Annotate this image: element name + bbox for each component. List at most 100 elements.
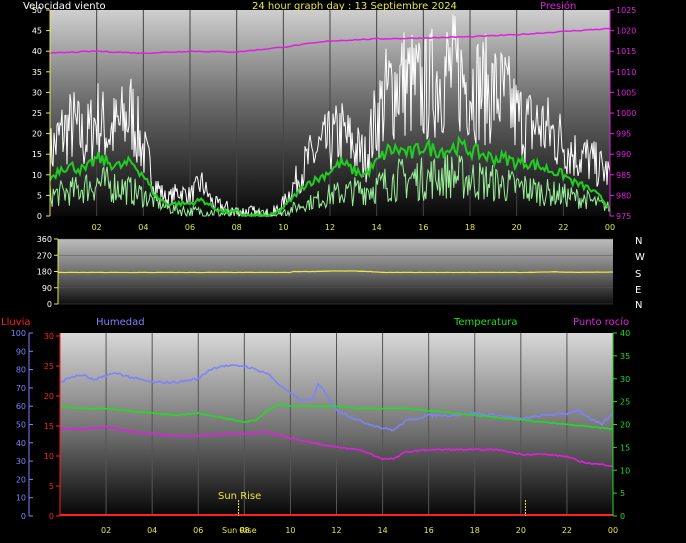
pressure-y-tick-label: 1000 [616,109,636,118]
rain-y-tick-label: 25 [44,362,54,371]
pressure-y-tick-label: 1020 [616,27,636,36]
temperature-y-tick-label: 35 [620,352,630,361]
wind-y-tick-label: 35 [32,68,42,77]
direction-label-w: W [635,252,645,263]
wind-avg-series [49,134,611,218]
rain-y-tick-label: 10 [44,452,54,461]
wind-direction-series [57,270,613,274]
pressure-y-tick-label: 980 [616,191,631,200]
pressure-y-tick-label: 975 [616,212,631,221]
pressure-label: Presión [540,0,576,12]
humidity-series [60,364,614,432]
rain-label: Lluvia [1,317,31,328]
temperature-y-tick-label: 25 [620,398,630,407]
humidity-y-tick-label: 100 [11,329,26,338]
wind-y-tick-label: 0 [37,212,42,221]
wind-y-tick-label: 15 [32,150,42,159]
temp-x-tick-label: 20 [516,526,526,535]
direction-y-tick-label: 270 [37,251,52,260]
direction-y-tick-label: 90 [42,284,52,293]
temp-x-tick-label: 04 [147,526,157,535]
humidity-y-tick-label: 90 [16,347,26,356]
humidity-y-tick-label: 20 [16,475,26,484]
sunrise-axis-label: Sun Rise [222,526,257,535]
temperature-y-tick-label: 5 [620,489,625,498]
wind-x-tick-label: 16 [418,223,428,232]
temp-x-tick-label: 00 [608,526,618,535]
wind-x-tick-label: 00 [605,223,615,232]
humidity-y-tick-label: 50 [16,421,26,430]
temperature-y-tick-label: 0 [620,512,625,521]
temp-x-tick-label: 18 [470,526,480,535]
wind-y-tick-label: 10 [32,171,42,180]
rain-y-tick-label: 5 [49,482,54,491]
wind-y-tick-label: 30 [32,88,42,97]
wind-x-tick-label: 02 [92,223,102,232]
temperature-y-tick-label: 30 [620,375,630,384]
temp-x-tick-label: 22 [562,526,572,535]
temp-x-tick-label: 08 [239,526,249,535]
direction-y-tick-label: 180 [37,268,52,277]
wind-min-series [49,154,611,218]
pressure-y-tick-label: 1010 [616,68,636,77]
pressure-y-tick-label: 1005 [616,88,636,97]
wind-x-tick-label: 04 [138,223,148,232]
direction-label-s: S [635,269,641,280]
temp-x-tick-label: 10 [285,526,295,535]
pressure-y-tick-label: 1015 [616,47,636,56]
temp-x-tick-label: 02 [101,526,111,535]
wind-y-tick-label: 50 [32,6,42,15]
sunrise-label: Sun Rise [218,491,261,502]
wind-x-tick-label: 18 [465,223,475,232]
pressure-y-tick-label: 1025 [616,6,636,15]
humidity-y-tick-label: 80 [16,366,26,375]
direction-y-tick-label: 360 [37,235,52,244]
direction-label-e: E [635,285,641,296]
rain-y-tick-label: 15 [44,422,54,431]
humidity-label: Humedad [96,317,145,328]
wind-gust-series [49,14,611,217]
humidity-y-tick-label: 40 [16,439,26,448]
direction-y-tick-label: 0 [47,300,52,309]
temperature-y-tick-label: 40 [620,329,630,338]
wind-x-tick-label: 08 [232,223,242,232]
wind-x-tick-label: 20 [512,223,522,232]
wind-x-tick-label: 10 [278,223,288,232]
direction-label-n-bottom: N [635,300,642,311]
temperature-series [59,403,614,430]
temperature-label: Temperatura [453,317,518,328]
wind-speed-label: Velocidad viento [23,1,106,12]
dewpoint-label: Punto rocío [573,316,629,328]
dewpoint-series [59,426,613,467]
rain-y-tick-label: 0 [49,512,54,521]
wind-y-tick-label: 20 [32,130,42,139]
wind-y-tick-label: 40 [32,47,42,56]
pressure-y-tick-label: 995 [616,130,631,139]
temp-x-tick-label: 16 [424,526,434,535]
humidity-y-tick-label: 60 [16,402,26,411]
temperature-y-tick-label: 20 [620,421,630,430]
wind-x-tick-label: 06 [185,223,195,232]
direction-label-n-top: N [635,236,642,247]
wind-x-tick-label: 22 [558,223,568,232]
wind-x-tick-label: 12 [325,223,335,232]
humidity-y-tick-label: 70 [16,384,26,393]
temp-x-tick-label: 14 [377,526,387,535]
wind-y-tick-label: 25 [32,109,42,118]
temperature-y-tick-label: 15 [620,443,630,452]
wind-y-tick-label: 5 [37,191,42,200]
graph-title: 24 hour graph day : 13 Septiembre 2024 [252,1,457,12]
temp-x-tick-label: 12 [331,526,341,535]
temp-x-tick-label: 06 [193,526,203,535]
pressure-y-tick-label: 990 [616,150,631,159]
humidity-y-tick-label: 0 [21,512,26,521]
humidity-y-tick-label: 30 [16,457,26,466]
humidity-y-tick-label: 10 [16,494,26,503]
pressure-series [49,27,610,55]
rain-y-tick-label: 20 [44,392,54,401]
wind-x-tick-label: 14 [372,223,382,232]
rain-y-tick-label: 30 [44,332,54,341]
wind-y-tick-label: 45 [32,27,42,36]
temperature-y-tick-label: 10 [620,466,630,475]
